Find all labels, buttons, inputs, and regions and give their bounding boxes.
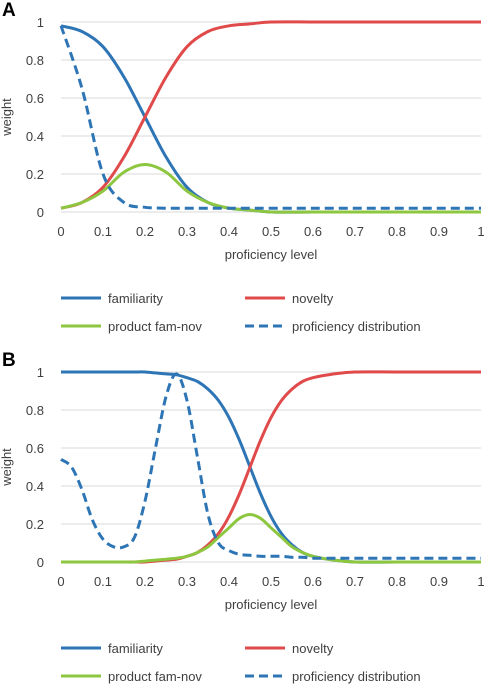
series-line-familiarity — [60, 370, 481, 564]
x-tick-label: 0.6 — [304, 224, 322, 239]
y-tick-label: 0.6 — [26, 91, 44, 106]
y-tick-label: 1 — [37, 15, 44, 30]
series-line-product-fam-nov — [61, 512, 481, 564]
legend-label: product fam-nov — [108, 319, 202, 334]
x-tick-label: 0.1 — [94, 574, 112, 589]
y-tick-label: 0.6 — [26, 441, 44, 456]
chart-a-svg: 0 0.2 0.4 0.6 0.8 1 0 0.1 0.2 0.3 0.4 0.5 0.6 0.7 0.8 0… — [0, 15, 484, 334]
x-tick-label: 0.3 — [178, 224, 196, 239]
chart-panel-b: B 0 0.2 0.4 0.6 0.8 1 0 0.1 0.2 0.3 0.4 0.5 0.6 0.7 0.… — [0, 350, 484, 700]
x-tick-label: 1 — [477, 574, 484, 589]
legend-label: novelty — [292, 641, 334, 656]
gridlines — [61, 371, 481, 563]
chart-b-svg: 0 0.2 0.4 0.6 0.8 1 0 0.1 0.2 0.3 0.4 0.5 0.6 0.7 0.8 0… — [0, 365, 484, 684]
y-tick-label: 0.8 — [26, 403, 44, 418]
series-line-familiarity — [60, 24, 481, 214]
x-tick-label: 0.2 — [136, 224, 154, 239]
x-tick-label: 0.5 — [262, 574, 280, 589]
series-line-proficiency-distribution — [59, 25, 481, 210]
y-tick-label: 0.2 — [26, 167, 44, 182]
legend-label: familiarity — [108, 291, 163, 306]
x-tick-label: 0.7 — [346, 224, 364, 239]
legend-label: novelty — [292, 291, 334, 306]
x-tick-label: 1 — [477, 224, 484, 239]
series-line-product-fam-nov — [60, 162, 481, 214]
series-line-novelty — [60, 20, 481, 210]
x-tick-label: 0.9 — [430, 224, 448, 239]
series-line-proficiency-distribution — [60, 372, 481, 560]
y-tick-label: 0.4 — [26, 479, 44, 494]
y-axis-title: weight — [0, 448, 14, 487]
y-tick-label: 0.2 — [26, 517, 44, 532]
x-tick-label: 0.5 — [262, 224, 280, 239]
y-tick-label: 1 — [37, 365, 44, 380]
x-tick-label: 0.4 — [220, 224, 238, 239]
x-axis-title: proficiency level — [225, 247, 318, 262]
x-tick-label: 0.7 — [346, 574, 364, 589]
gridlines — [61, 21, 481, 213]
legend-label: familiarity — [108, 641, 163, 656]
series-line-novelty — [61, 370, 481, 564]
legend-label: proficiency distribution — [292, 319, 421, 334]
legend-label: proficiency distribution — [292, 669, 421, 684]
x-tick-label: 0 — [57, 224, 64, 239]
x-tick-label: 0.8 — [388, 574, 406, 589]
chart-panel-a: A 0 0.2 0.4 0.6 0.8 1 0 0.1 0.2 0.3 0.4 0.5 0.6 0.7 0.… — [0, 0, 484, 334]
x-tick-label: 0.3 — [178, 574, 196, 589]
x-tick-label: 0.8 — [388, 224, 406, 239]
x-axis-title: proficiency level — [225, 597, 318, 612]
x-tick-label: 0.6 — [304, 574, 322, 589]
y-tick-label: 0.4 — [26, 129, 44, 144]
x-tick-label: 0.1 — [94, 224, 112, 239]
panel-label: A — [2, 0, 16, 21]
y-tick-label: 0 — [37, 555, 44, 570]
y-axis-title: weight — [0, 98, 14, 137]
x-tick-label: 0.4 — [220, 574, 238, 589]
x-tick-label: 0 — [57, 574, 64, 589]
y-tick-label: 0 — [37, 205, 44, 220]
panel-label: B — [2, 350, 16, 371]
legend-label: product fam-nov — [108, 669, 202, 684]
x-tick-label: 0.9 — [430, 574, 448, 589]
y-tick-label: 0.8 — [26, 53, 44, 68]
x-tick-label: 0.2 — [136, 574, 154, 589]
